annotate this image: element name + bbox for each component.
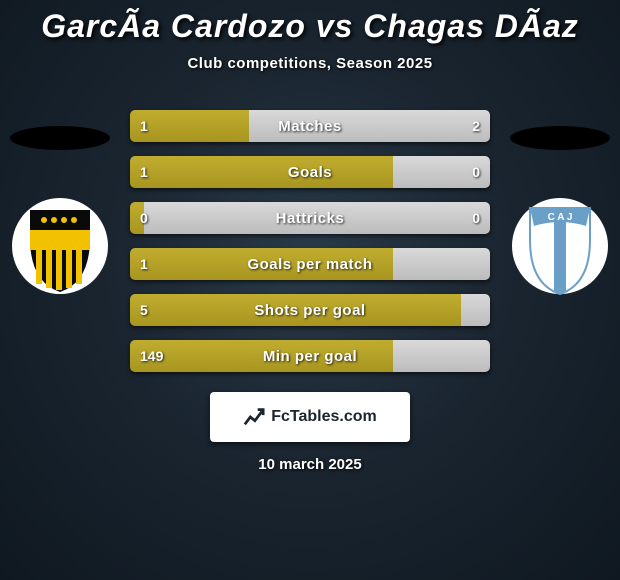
footer-date: 10 march 2025 (0, 456, 620, 473)
stat-row: 149Min per goal (130, 340, 490, 372)
stat-bars: 12Matches 10Goals 00Hattricks 1Goals per ma… (130, 110, 490, 386)
stat-label: Matches (130, 110, 490, 142)
svg-text:C A J: C A J (548, 212, 573, 223)
page-title: GarcÃ­a Cardozo vs Chagas DÃ­az (0, 0, 620, 45)
player-right-shadow (510, 126, 610, 150)
club-crest-left (10, 196, 110, 301)
stat-label: Goals (130, 156, 490, 188)
stat-row: 5Shots per goal (130, 294, 490, 326)
brand-badge: FcTables.com (210, 392, 410, 442)
player-left-shadow (10, 126, 110, 150)
stat-label: Hattricks (130, 202, 490, 234)
stat-label: Shots per goal (130, 294, 490, 326)
page-subtitle: Club competitions, Season 2025 (0, 55, 620, 72)
stat-row: 12Matches (130, 110, 490, 142)
player-left-column (0, 110, 120, 301)
shield-icon: C A J (510, 196, 610, 296)
shield-icon (10, 196, 110, 296)
stat-label: Goals per match (130, 248, 490, 280)
brand-text: FcTables.com (271, 408, 377, 426)
stat-label: Min per goal (130, 340, 490, 372)
club-crest-right: C A J (510, 196, 610, 301)
chart-up-icon (243, 406, 265, 428)
stat-row: 00Hattricks (130, 202, 490, 234)
stat-row: 10Goals (130, 156, 490, 188)
player-right-column: C A J (500, 110, 620, 301)
stat-row: 1Goals per match (130, 248, 490, 280)
